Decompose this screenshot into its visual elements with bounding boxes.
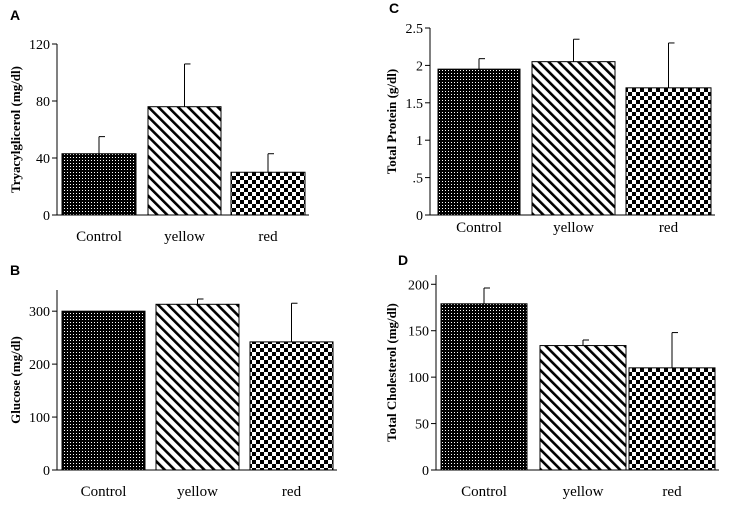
y-axis-label: Total Protein (g/dl)	[384, 69, 399, 174]
bar-red	[249, 341, 334, 471]
category-label: Control	[456, 220, 502, 236]
category-label: red	[258, 229, 278, 245]
category-label: yellow	[563, 484, 604, 500]
category-label: red	[282, 484, 302, 500]
y-tick-label: 200	[29, 358, 50, 373]
category-label: yellow	[553, 220, 594, 236]
y-tick-label: 1.5	[406, 97, 424, 112]
bar-yellow	[539, 345, 627, 471]
category-label: red	[662, 484, 682, 500]
y-tick-label: 40	[36, 152, 50, 167]
bar-yellow	[147, 106, 222, 216]
y-tick-label: 0	[422, 464, 429, 479]
category-label: Control	[76, 229, 122, 245]
panel-a: A Control yellow red 0 40 80 120 Tryacylglicerol…	[8, 7, 309, 245]
y-tick-label: 2	[416, 59, 423, 74]
bar-control	[437, 68, 521, 216]
y-tick-label: 50	[415, 418, 429, 433]
y-tick-label: 200	[408, 278, 429, 293]
panel-letter: A	[10, 7, 20, 23]
y-tick-label: 120	[29, 38, 50, 53]
y-tick-label: 2.5	[406, 22, 424, 37]
panel-letter: D	[398, 252, 408, 268]
y-tick-label: 80	[36, 95, 50, 110]
y-tick-label: 0	[43, 464, 50, 479]
bar-control	[61, 153, 137, 216]
y-tick-label: 100	[408, 371, 429, 386]
category-label: yellow	[164, 229, 205, 245]
panel-d: D Control yellow red 0 50 100 150 200 Total Chole…	[384, 252, 719, 500]
y-tick-label: 100	[29, 411, 50, 426]
category-label: yellow	[177, 484, 218, 500]
panel-letter: C	[389, 0, 399, 16]
y-tick-label: .5	[413, 172, 424, 187]
bar-red	[628, 367, 716, 471]
y-axis-label: Glucose (mg/dl)	[8, 336, 23, 424]
y-tick-label: 0	[43, 209, 50, 224]
bar-yellow	[531, 61, 616, 216]
y-axis-label: Total Cholesterol (mg/dl)	[384, 303, 399, 442]
category-label: red	[659, 220, 679, 236]
y-tick-label: 150	[408, 325, 429, 340]
bar-yellow	[155, 303, 240, 471]
panel-letter: B	[10, 262, 20, 278]
y-axis-label: Tryacylglicerol (mg/dl)	[8, 66, 23, 193]
bar-red	[625, 87, 712, 216]
panel-b: B Control yellow red 0 100 200 300 Glucose (mg/d…	[8, 262, 337, 500]
bar-red	[230, 171, 306, 216]
y-tick-label: 300	[29, 305, 50, 320]
category-label: Control	[461, 484, 507, 500]
panel-c: C Control yellow red 0 .5 1 1.5 2 2.5 Total Protei…	[384, 0, 715, 236]
category-label: Control	[81, 484, 127, 500]
bar-control	[61, 310, 146, 471]
y-tick-label: 1	[416, 134, 423, 149]
y-tick-label: 0	[416, 209, 423, 224]
bar-control	[440, 303, 528, 471]
